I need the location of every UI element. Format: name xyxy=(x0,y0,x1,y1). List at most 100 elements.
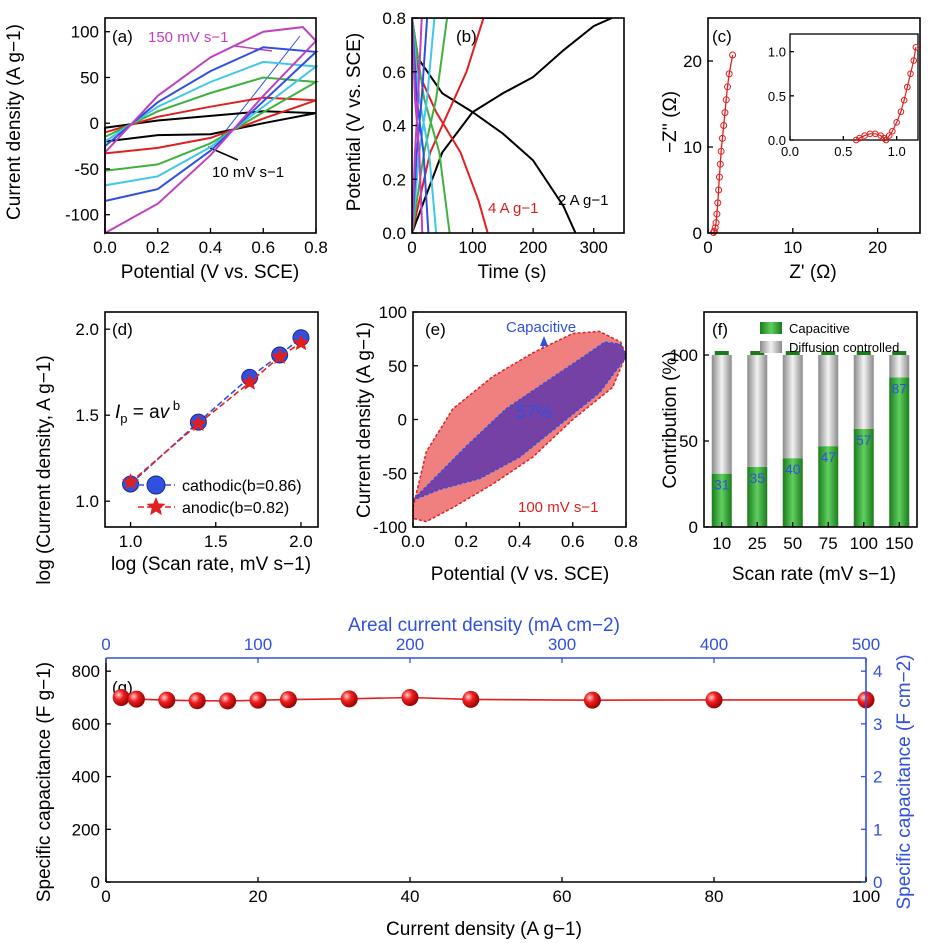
y-tick-label: 1.5 xyxy=(75,406,99,425)
annotation-150: 150 mV s−1 xyxy=(148,29,228,46)
anodic-star-point xyxy=(241,373,259,390)
legend-label: cathodic(b=0.86) xyxy=(182,478,302,495)
panel-label: (c) xyxy=(712,27,732,46)
top-x-tick-label: 300 xyxy=(548,635,576,654)
y-tick-label: 50 xyxy=(80,68,99,87)
panel-label: (d) xyxy=(112,320,133,339)
panel-f: (f) Contribution (%) Scan rate (mV s−1) … xyxy=(660,311,918,585)
y-tick-label: 0.4 xyxy=(382,117,406,136)
x-tick-label: 0.2 xyxy=(454,532,478,551)
panel-label: (e) xyxy=(425,320,446,339)
nyquist-point xyxy=(718,134,726,142)
x-tick-label: 1.5 xyxy=(204,532,228,551)
bar-value-label: 31 xyxy=(714,477,730,493)
x-axis-label: Potential (V vs. SCE) xyxy=(431,564,609,585)
capacitance-point xyxy=(158,691,176,709)
legend-star xyxy=(146,497,166,516)
x-tick-label: 0 xyxy=(703,238,712,257)
capacitive-bar xyxy=(889,377,910,527)
x-tick-label: 10 xyxy=(712,534,731,553)
arrow-150 xyxy=(234,45,273,52)
plot-frame xyxy=(707,17,921,234)
y-tick-label: 0 xyxy=(91,873,100,892)
x-axis-label: log (Scan rate, mV s−1) xyxy=(111,554,311,575)
x-tick-label: 0.8 xyxy=(304,238,328,257)
cv-curve xyxy=(104,46,319,203)
y-tick-label: 1.0 xyxy=(75,492,99,511)
capacitance-point xyxy=(462,690,480,708)
annotation-percent: 57% xyxy=(516,402,552,422)
x-tick-label: 75 xyxy=(819,534,838,553)
annotation-10: 10 mV s−1 xyxy=(212,164,284,181)
top-x-tick-label: 400 xyxy=(700,635,728,654)
gcd-curve xyxy=(412,18,489,233)
annotation-2: 2 A g−1 xyxy=(558,192,608,209)
legend-swatch xyxy=(760,322,782,334)
capacitance-point xyxy=(219,692,237,710)
inset-point xyxy=(889,127,896,135)
y-tick-label: 0.2 xyxy=(382,170,406,189)
y-axis-label: Current density (A g−1) xyxy=(354,322,375,518)
cv-curve xyxy=(104,96,317,155)
gcd-curve xyxy=(412,18,613,233)
inset-point xyxy=(910,57,918,64)
diffusion-bar xyxy=(853,355,874,429)
anodic-star-point xyxy=(271,347,289,364)
top-x-tick-label: 100 xyxy=(244,635,272,654)
bar-cap-mark xyxy=(750,351,765,355)
arrowhead-capacitive xyxy=(540,336,548,346)
capacitance-point xyxy=(340,690,358,708)
nyquist-point xyxy=(721,109,729,117)
x-tick-label: 40 xyxy=(401,887,420,906)
legend-sphere xyxy=(146,475,166,495)
panel-d: (d) Ip = av b log (Current density, A g−… xyxy=(34,311,319,585)
y-tick-label: 0.8 xyxy=(382,9,406,28)
x-tick-label: 0.8 xyxy=(614,532,638,551)
capacitive-bar xyxy=(818,446,839,527)
nyquist-point xyxy=(716,160,724,168)
x-tick-label: 100 xyxy=(852,887,880,906)
x-tick-label: 0.0 xyxy=(401,532,425,551)
x-tick-label: 200 xyxy=(519,238,547,257)
cv-curve xyxy=(104,76,320,172)
right-y-tick-label: 2 xyxy=(873,768,882,787)
y-tick-label: 0.6 xyxy=(382,63,406,82)
inset-point xyxy=(893,119,900,126)
plot-frame xyxy=(703,311,918,528)
x-tick-label: 0 xyxy=(407,238,416,257)
inset-line xyxy=(855,47,917,141)
capacitance-point xyxy=(583,691,601,709)
x-tick-label: 25 xyxy=(748,534,767,553)
capacitance-point xyxy=(188,692,206,710)
panel-a: (a) 150 mV s−1 10 mV s−1 Current density… xyxy=(4,17,328,283)
x-tick-label: 0.4 xyxy=(508,532,532,551)
inset-x-tick-label: 0.0 xyxy=(781,144,799,159)
capacitive-bar xyxy=(747,466,768,527)
top-x-tick-label: 200 xyxy=(396,635,424,654)
panel-b: (b) 4 A g−1 2 A g−1 Potential (V vs. SCE… xyxy=(344,9,625,283)
inset-point xyxy=(897,108,905,116)
x-tick-label: 0.6 xyxy=(561,532,585,551)
y-tick-label: 20 xyxy=(683,52,702,71)
capacitive-bar xyxy=(782,458,803,527)
bar-cap-mark xyxy=(821,351,836,355)
inset-point xyxy=(856,134,863,142)
x-tick-label: 100 xyxy=(458,238,486,257)
nyquist-point xyxy=(729,51,737,59)
x-axis-label: Potential (V vs. SCE) xyxy=(121,262,299,283)
gcd-curve xyxy=(412,18,424,233)
capacitance-point xyxy=(279,691,297,709)
anodic-star-point xyxy=(122,473,140,490)
y-tick-label: 100 xyxy=(379,303,407,322)
nyquist-point xyxy=(712,219,720,227)
x-tick-label: 0.6 xyxy=(251,238,275,257)
trend-arrow xyxy=(219,35,301,139)
nyquist-point xyxy=(711,224,719,232)
legend-label: Diffusion controlled xyxy=(789,340,899,355)
capacitance-point xyxy=(705,691,723,709)
capacitance-point xyxy=(112,689,130,707)
y-tick-label: 600 xyxy=(72,715,100,734)
y-tick-label: 100 xyxy=(71,23,99,42)
inset-x-tick-label: 1.0 xyxy=(888,144,906,159)
capacitance-point xyxy=(127,690,145,708)
